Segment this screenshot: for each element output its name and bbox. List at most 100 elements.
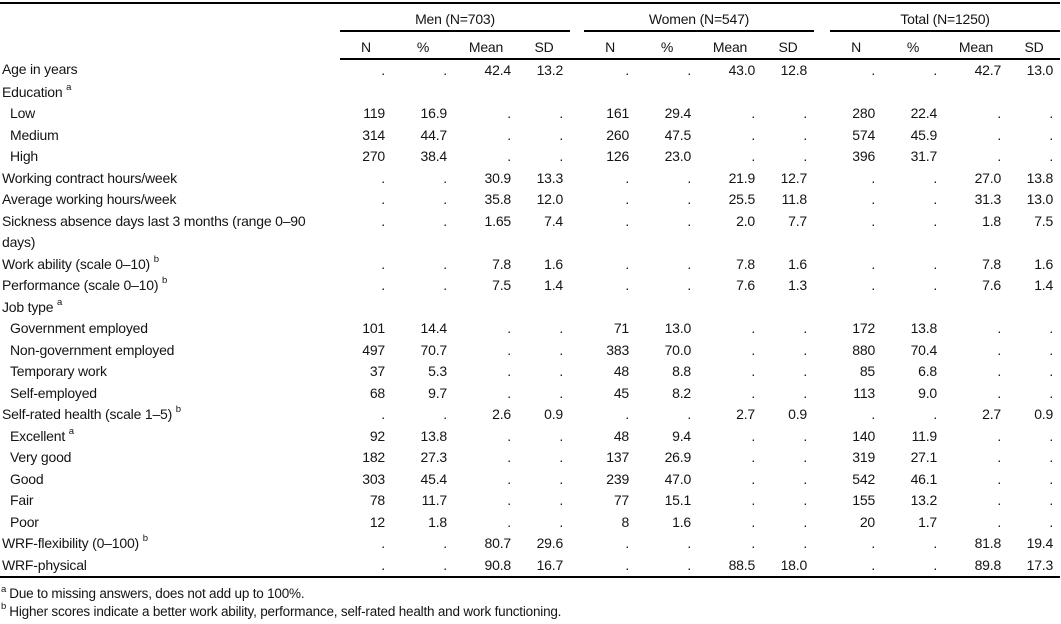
column-group-spacer xyxy=(814,447,830,469)
data-cell: 29.6 xyxy=(536,535,564,551)
table-row: Average working hours/week.. 35.8 12.0.. 25… xyxy=(0,189,1060,211)
data-cell: 85 xyxy=(859,363,876,379)
data-cell: 172 xyxy=(852,320,876,336)
data-cell: 1.8 xyxy=(982,212,1002,229)
data-cell: . xyxy=(381,535,385,551)
data-cell: . xyxy=(687,62,692,78)
column-group-spacer xyxy=(570,404,584,426)
row-label: Low xyxy=(0,103,340,125)
column-group-spacer xyxy=(814,211,830,254)
column-group-spacer xyxy=(570,3,584,31)
data-cell: 31.3 xyxy=(974,191,1002,207)
row-label-text: Work ability (scale 0–10) xyxy=(2,255,151,272)
data-cell: . xyxy=(1049,513,1054,530)
data-cell: 7.6 xyxy=(736,277,756,293)
data-cell: . xyxy=(625,212,630,229)
data-cell xyxy=(636,82,698,104)
data-cell: 38.4 xyxy=(420,148,448,164)
data-cell: 7.5 xyxy=(492,277,511,293)
data-cell: . xyxy=(559,105,564,121)
data-cell: 8 xyxy=(621,513,630,530)
data-cell: . xyxy=(830,554,883,578)
data-cell: 7.8 xyxy=(492,255,511,272)
data-cell: . xyxy=(803,492,808,508)
data-cell xyxy=(762,297,814,319)
table-row: Performance (scale 0–10) b.. 7.5 1.4.. 7.6 1… xyxy=(0,275,1060,297)
data-cell: . xyxy=(443,212,447,229)
footnote-marker-b: b xyxy=(1,601,7,612)
data-cell: 7.5 xyxy=(1034,212,1054,229)
data-cell xyxy=(518,297,570,319)
data-cell xyxy=(762,82,814,104)
data-cell: . xyxy=(559,492,564,508)
data-cell: 13.2 xyxy=(910,492,938,508)
data-cell: 80.7 xyxy=(484,535,512,551)
column-group-spacer xyxy=(570,275,584,297)
column-group-spacer xyxy=(814,490,830,512)
data-cell: . xyxy=(997,470,1002,487)
data-cell xyxy=(454,82,518,104)
data-cell: . xyxy=(933,191,938,207)
data-cell: . xyxy=(751,148,756,164)
column-group-spacer xyxy=(814,168,830,190)
column-group-spacer xyxy=(570,211,584,254)
data-cell: 44.7 xyxy=(420,126,448,143)
column-group-spacer xyxy=(814,383,830,405)
column-group-spacer xyxy=(570,297,584,319)
data-cell: 119 xyxy=(363,105,385,121)
footnote-marker-a: a xyxy=(1,583,7,595)
column-group-spacer xyxy=(570,103,584,125)
data-cell: 70.0 xyxy=(664,341,692,358)
data-cell: . xyxy=(559,470,564,487)
data-cell: 9.7 xyxy=(428,384,447,401)
descriptive-statistics-table: Men (N=703) Women (N=547) Total (N=1250)… xyxy=(0,2,1061,578)
data-cell: 21.9 xyxy=(728,169,756,186)
data-cell: 31.7 xyxy=(910,148,938,164)
data-cell: . xyxy=(933,62,938,78)
data-cell: . xyxy=(687,169,692,186)
data-cell: . xyxy=(997,105,1002,121)
table-row: Fair 78 11.7.. 77 15.1.. 155 13.2.. xyxy=(0,490,1060,512)
column-group-spacer xyxy=(570,82,584,104)
data-cell: . xyxy=(559,126,564,143)
table-row: High 270 38.4.. 126 23.0.. 396 31.7.. xyxy=(0,146,1060,168)
data-cell: . xyxy=(507,470,511,487)
table-row: Work ability (scale 0–10) b.. 7.8 1.6.. 7.8… xyxy=(0,254,1060,276)
data-cell: . xyxy=(507,126,511,143)
column-group-spacer xyxy=(814,31,831,60)
data-cell: 12.8 xyxy=(780,62,808,78)
data-cell: . xyxy=(871,277,876,293)
col-header-men-sd: SD xyxy=(518,31,571,60)
row-label: Poor xyxy=(0,512,340,534)
row-label: Fair xyxy=(0,490,340,512)
column-group-spacer xyxy=(570,31,585,60)
data-cell xyxy=(882,82,944,104)
data-cell: 113 xyxy=(853,384,876,401)
table-row: Age in years.. 42.4 13.2.. 43.0 12.8.. 42.7 13… xyxy=(0,59,1060,82)
data-cell: . xyxy=(871,212,876,229)
data-cell: . xyxy=(443,406,447,422)
data-cell: 45.4 xyxy=(420,470,448,487)
row-label-text: Sickness absence days last 3 months (ran… xyxy=(2,212,306,251)
row-label-text: Fair xyxy=(10,492,34,508)
data-cell: . xyxy=(381,406,385,422)
row-label: Very good xyxy=(0,447,340,469)
row-label-text: Self-rated health (scale 1–5) xyxy=(2,406,173,422)
data-cell: 270 xyxy=(362,148,385,164)
data-cell: 77 xyxy=(613,492,630,508)
data-cell: 92 xyxy=(369,427,385,444)
data-cell: . xyxy=(507,492,511,508)
column-group-spacer xyxy=(814,469,830,491)
data-cell: . xyxy=(1049,363,1054,379)
row-label-text: Excellent xyxy=(10,427,66,444)
data-cell: 2.7 xyxy=(736,406,756,422)
data-cell: . xyxy=(933,255,938,272)
data-cell xyxy=(392,297,454,319)
data-cell: . xyxy=(871,191,876,207)
data-cell: . xyxy=(443,277,447,293)
data-cell: . xyxy=(751,470,756,487)
row-label: Good xyxy=(0,469,340,491)
data-cell: 48 xyxy=(613,427,630,444)
data-cell: . xyxy=(997,363,1002,379)
data-cell xyxy=(944,297,1008,319)
